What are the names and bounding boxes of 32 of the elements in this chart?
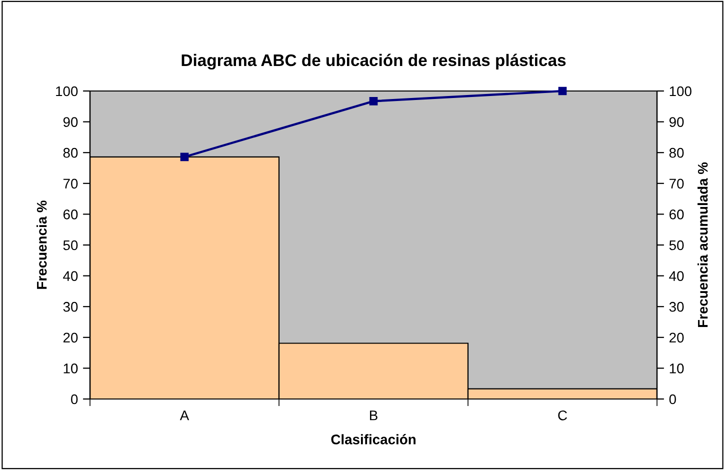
y2-tick-label: 50	[669, 240, 684, 250]
x-axis-title: Clasificación	[331, 434, 416, 444]
y-tick-label: 20	[63, 332, 78, 343]
y2-tick-label: 70	[670, 178, 684, 189]
x-tick-label: A	[180, 410, 190, 420]
point	[558, 86, 567, 96]
x-tick-label: C	[558, 410, 567, 420]
y2-tick-label: 20	[670, 332, 684, 343]
y-tick-label: 70	[63, 178, 78, 189]
y2-tick-label: 60	[670, 210, 684, 220]
y-tick-label: 40	[63, 271, 78, 281]
y-tick-label: 30	[63, 302, 78, 312]
y-tick-label: 10	[64, 364, 78, 374]
point	[180, 152, 189, 162]
x-tick-label: B	[370, 410, 378, 420]
point	[369, 96, 378, 106]
y2-tick-label: 40	[669, 271, 684, 281]
y-tick-label: 60	[63, 210, 78, 220]
y2-tick-label: 0	[669, 394, 676, 404]
y2-tick-label: 80	[669, 148, 684, 158]
y2-tick-label: 30	[669, 302, 684, 312]
y-tick-label: 0	[71, 394, 78, 404]
chart-title: Diagrama ABC de ubicación de resinas plásticas	[182, 54, 566, 70]
y-axis-title: Frecuencia %	[36, 200, 47, 289]
y-tick-label: 50	[63, 240, 78, 250]
y2-tick-label: 10	[670, 364, 684, 374]
y2-axis-title: Frecuencia acumulada %	[698, 162, 708, 328]
y-tick-label: 90	[63, 117, 78, 127]
y2-tick-label: 100	[670, 86, 692, 96]
y-tick-label: 80	[63, 148, 78, 158]
y2-tick-label: 90	[669, 117, 684, 127]
y-tick-label: 100	[56, 86, 78, 96]
